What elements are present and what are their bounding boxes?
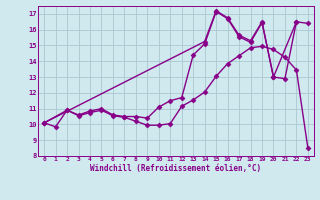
- X-axis label: Windchill (Refroidissement éolien,°C): Windchill (Refroidissement éolien,°C): [91, 164, 261, 173]
